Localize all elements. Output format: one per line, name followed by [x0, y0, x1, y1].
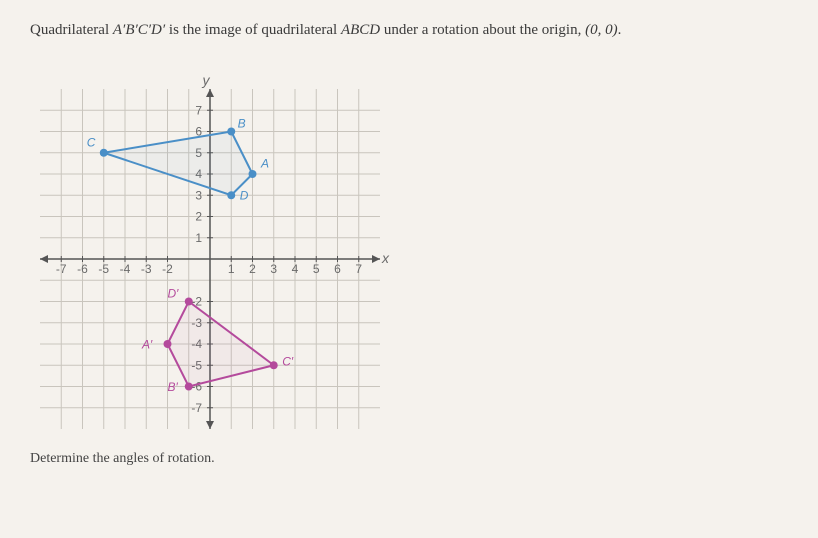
svg-text:-7: -7 — [56, 262, 67, 276]
svg-text:1: 1 — [195, 231, 202, 245]
prompt-text: Determine the angles of rotation. — [30, 451, 788, 467]
svg-text:3: 3 — [270, 262, 277, 276]
svg-text:-7: -7 — [191, 401, 202, 415]
svg-text:3: 3 — [195, 188, 202, 202]
svg-text:5: 5 — [313, 262, 320, 276]
svg-text:A: A — [260, 157, 269, 171]
problem-prefix: Quadrilateral — [30, 22, 113, 38]
problem-statement: Quadrilateral A′B′C′D′ is the image of q… — [30, 20, 788, 41]
quad-prime: A′B′C′D′ — [113, 22, 165, 38]
svg-text:D′: D′ — [168, 286, 180, 300]
problem-suffix: under a rotation about the origin, — [380, 22, 585, 38]
problem-middle: is the image of quadrilateral — [165, 22, 341, 38]
svg-text:B: B — [238, 116, 246, 130]
svg-text:A′: A′ — [141, 337, 153, 351]
svg-text:6: 6 — [334, 262, 341, 276]
quad-orig: ABCD — [341, 22, 380, 38]
origin-coords: (0, 0) — [585, 22, 618, 38]
svg-text:2: 2 — [195, 210, 202, 224]
graph-svg: -7-6-5-4-3-212345671234567-2-3-4-5-6-7xy… — [30, 59, 390, 439]
svg-text:7: 7 — [355, 262, 362, 276]
svg-text:2: 2 — [249, 262, 256, 276]
svg-text:C′: C′ — [282, 354, 294, 368]
svg-text:-3: -3 — [141, 262, 152, 276]
svg-text:x: x — [381, 250, 390, 266]
svg-text:y: y — [202, 72, 211, 88]
svg-text:1: 1 — [228, 262, 235, 276]
svg-text:7: 7 — [195, 103, 202, 117]
svg-text:-4: -4 — [120, 262, 131, 276]
svg-text:-5: -5 — [98, 262, 109, 276]
svg-text:B′: B′ — [168, 380, 179, 394]
svg-text:D: D — [240, 189, 249, 203]
svg-text:-6: -6 — [77, 262, 88, 276]
svg-text:-2: -2 — [162, 262, 173, 276]
svg-text:4: 4 — [292, 262, 299, 276]
problem-period: . — [618, 22, 622, 38]
coordinate-graph: -7-6-5-4-3-212345671234567-2-3-4-5-6-7xy… — [30, 59, 390, 439]
svg-text:C: C — [87, 135, 96, 149]
